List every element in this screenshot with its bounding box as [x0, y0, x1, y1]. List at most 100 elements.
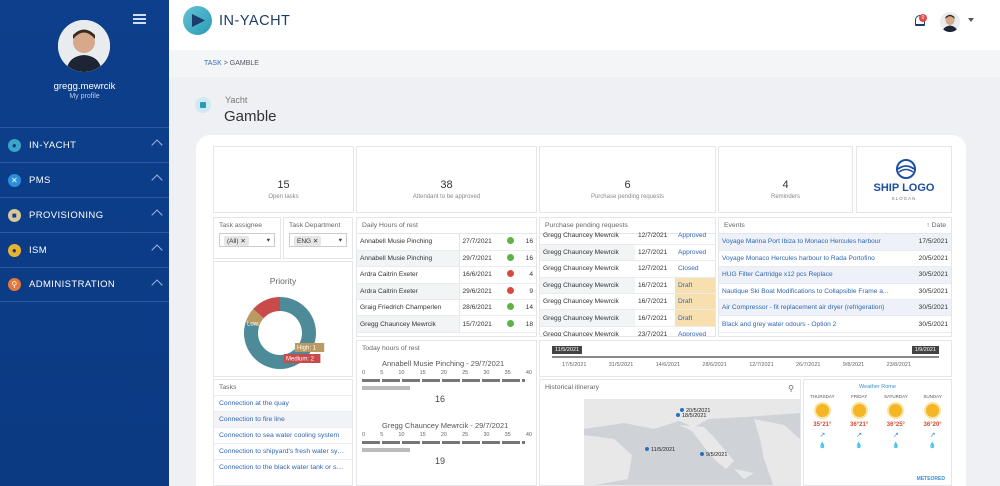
nav-item-ism[interactable]: ● ISM: [0, 232, 169, 267]
department-select[interactable]: ENG ✕ ▾: [289, 233, 347, 247]
table-row[interactable]: Gregg Chauncey Mewrcik 16/7/2021 Draft: [540, 277, 715, 295]
event-title[interactable]: Voyage Monaco Hercules harbour to Rada P…: [719, 250, 907, 268]
task-link[interactable]: Connection to the black water tank or sh…: [214, 459, 352, 475]
kpi-purchase-pending[interactable]: 6 Purchase pending requests: [539, 146, 716, 213]
pie-slice[interactable]: [253, 297, 280, 319]
request-status[interactable]: Draft: [675, 277, 715, 295]
table-row[interactable]: Graig Friedrich Champerlen 28/6/2021 14: [357, 299, 536, 317]
table-row[interactable]: Gregg Chauncey Mewrcik 16/7/2021 Draft: [540, 293, 715, 311]
event-title[interactable]: Black and grey water odours - Option 2: [719, 315, 907, 333]
chevron-down-icon[interactable]: [968, 18, 974, 22]
table-row[interactable]: Voyage Monaco Hercules harbour to Rada P…: [719, 250, 951, 268]
rain-drop-icon: 💧: [818, 443, 827, 449]
timeline-slider[interactable]: 11/5/2021 1/9/2021 17/5/2021 31/5/2021 14/…: [539, 340, 952, 377]
pie-label: Medium: 2: [284, 354, 321, 363]
status-cell: [503, 250, 517, 268]
status-cell: [503, 234, 517, 251]
rest-hours: 9: [517, 283, 536, 301]
my-profile-link[interactable]: My profile: [69, 93, 100, 100]
app-title[interactable]: IN-YACHT: [219, 13, 291, 29]
weather-temp: 36°25°: [886, 422, 905, 428]
event-title[interactable]: Air Compressor - fit replacement air dry…: [719, 299, 907, 317]
table-row[interactable]: Annabell Musie Pinching 27/7/2021 16: [357, 234, 536, 251]
user-menu-avatar[interactable]: [940, 12, 960, 32]
rest-hours-value: 19: [435, 456, 446, 466]
map-marker[interactable]: 18/5/2021: [676, 413, 706, 419]
weather-temp: 36°21°: [850, 422, 869, 428]
hamburger-menu-icon[interactable]: [133, 14, 146, 24]
request-status[interactable]: Approved: [675, 244, 715, 262]
event-title[interactable]: HUG Filter Cartridge x12 pcs Replace: [719, 266, 907, 284]
nav-label: PMS: [29, 174, 51, 186]
event-title[interactable]: Voyage Marina Port Ibiza to Monaco Hercu…: [719, 234, 907, 251]
requester-name: Gregg Chauncey Mewrcik: [540, 277, 635, 295]
nav-item-administration[interactable]: ⚲ ADMINISTRATION: [0, 267, 169, 302]
breadcrumb-root[interactable]: TASK: [204, 60, 222, 67]
svg-text:Low: 12: Low: 12: [247, 322, 269, 328]
events-date-sort[interactable]: ↑ Date: [926, 222, 946, 229]
table-row[interactable]: Gregg Chauncey Mewrcik 23/7/2021 Approved: [540, 326, 715, 336]
timeline-tick: 14/6/2021: [655, 362, 681, 368]
marker-date: 20/5/2021: [686, 408, 711, 414]
timeline-tick: 28/6/2021: [702, 362, 727, 368]
app-logo-icon[interactable]: [183, 6, 212, 35]
table-row[interactable]: HUG Filter Cartridge x12 pcs Replace 30/5…: [719, 266, 951, 284]
table-row[interactable]: Gregg Chauncey Mewrcik 16/7/2021 Draft: [540, 309, 715, 327]
task-link[interactable]: Connection to sea water cooling system: [214, 427, 352, 443]
request-status[interactable]: Closed: [675, 260, 715, 278]
map-marker[interactable]: 11/5/2021: [645, 447, 675, 453]
people-icon: ●: [8, 243, 21, 257]
weather-widget[interactable]: Weather Rome THURSDAY 35°21° ↗ 💧 FRIDAY 36°21…: [803, 379, 952, 486]
kpi-attendant-approval[interactable]: 38 Attendant to be approved: [356, 146, 537, 213]
today-rest-header: Today hours of rest: [362, 345, 420, 352]
event-date: 30/5/2021: [907, 266, 951, 284]
table-row[interactable]: Gregg Chauncey Mewrcik 12/7/2021 Closed: [540, 260, 715, 278]
assignee-select[interactable]: (All) ✕ ▾: [219, 233, 275, 247]
nav-item-provisioning[interactable]: ■ PROVISIONING: [0, 197, 169, 232]
sun-icon: [852, 404, 866, 417]
table-row[interactable]: Voyage Marina Port Ibiza to Monaco Hercu…: [719, 234, 951, 251]
crew-name: Gregg Chauncey Mewrcik: [357, 315, 459, 333]
crew-name: Graig Friedrich Champerlen: [357, 299, 459, 317]
table-row[interactable]: Air Compressor - fit replacement air dry…: [719, 299, 951, 317]
table-row[interactable]: Annabell Musie Pinching 29/7/2021 16: [357, 250, 536, 268]
weather-day: SUNDAY 36°20° ↗ 💧: [916, 394, 950, 449]
task-link[interactable]: Connection to fire line: [214, 411, 352, 427]
search-icon[interactable]: ⚲: [788, 384, 794, 393]
task-link[interactable]: Connection at the quay: [214, 395, 352, 411]
chevron-up-icon: [151, 209, 163, 221]
map-marker[interactable]: 9/5/2021: [700, 452, 727, 458]
itinerary-map[interactable]: Historical itinerary ⚲ 11/5/2021 20/5/202…: [539, 379, 801, 486]
wind-icon: ↗: [892, 432, 899, 439]
status-cell: [503, 315, 517, 333]
kpi-open-tasks[interactable]: 15 Open tasks: [213, 146, 354, 213]
task-link[interactable]: Connection to shipyard's fresh water sys…: [214, 443, 352, 459]
nav-label: ISM: [29, 244, 48, 256]
rest-scale-bar: [362, 379, 525, 382]
table-row[interactable]: Nautique Ski Boat Modifications to Colla…: [719, 283, 951, 301]
table-row[interactable]: Black and grey water odours - Option 2 30…: [719, 315, 951, 333]
user-avatar[interactable]: [58, 20, 110, 72]
timeline-track[interactable]: [552, 356, 939, 358]
pie-slice[interactable]: [245, 308, 264, 327]
rest-hours: 4: [517, 266, 536, 284]
request-status[interactable]: Draft: [675, 309, 715, 327]
map-canvas[interactable]: [584, 399, 800, 486]
table-row[interactable]: Gregg Chauncey Mewrcik 15/7/2021 18: [357, 315, 536, 333]
table-row[interactable]: Ardra Caitrin Exeter 16/6/2021 4: [357, 266, 536, 284]
map-marker[interactable]: 20/5/2021: [680, 408, 710, 414]
nav-item-pms[interactable]: ✕ PMS: [0, 162, 169, 197]
breadcrumb: TASK > GAMBLE: [169, 50, 1000, 77]
event-title[interactable]: Nautique Ski Boat Modifications to Colla…: [719, 283, 907, 301]
marker-date: 9/5/2021: [706, 452, 728, 458]
marker-date: 11/5/2021: [651, 447, 676, 453]
events-date-col: Date: [931, 222, 946, 229]
kpi-reminders[interactable]: 4 Reminders: [718, 146, 853, 213]
table-row[interactable]: Ardra Caitrin Exeter 29/6/2021 9: [357, 283, 536, 301]
nav-item-in-yacht[interactable]: ● IN-YACHT: [0, 127, 169, 162]
request-status[interactable]: Approved: [675, 228, 715, 245]
table-row[interactable]: Gregg Chauncey Mewrcik 12/7/2021 Approved: [540, 244, 715, 262]
request-status[interactable]: Draft: [675, 293, 715, 311]
table-row[interactable]: Gregg Chauncey Mewrcik 12/7/2021 Approved: [540, 228, 715, 245]
request-status[interactable]: Approved: [675, 326, 715, 336]
